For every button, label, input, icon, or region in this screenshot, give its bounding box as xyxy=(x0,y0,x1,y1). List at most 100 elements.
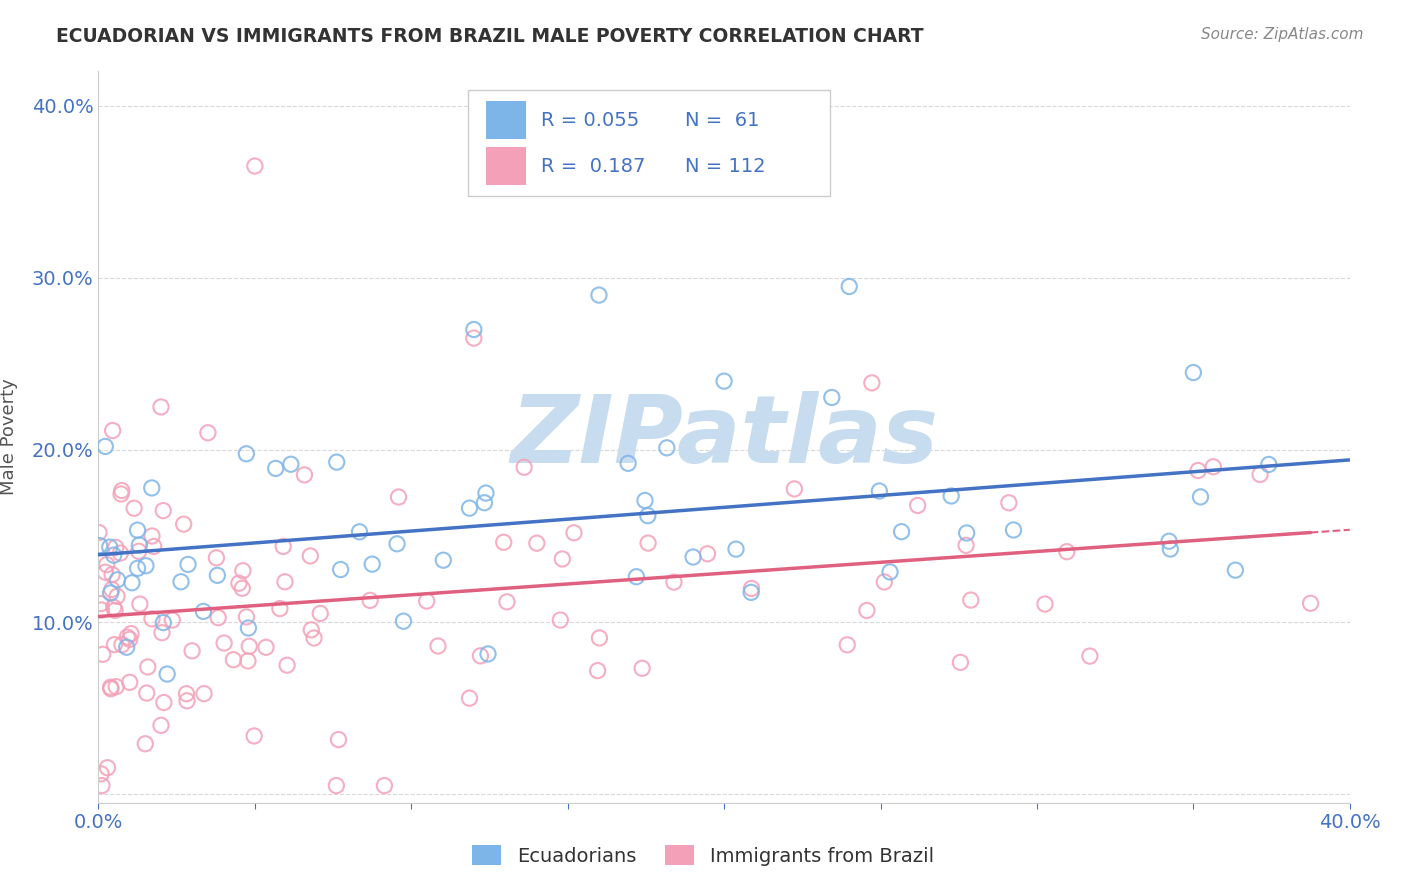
Point xyxy=(1189,490,1212,504)
Point xyxy=(150,718,173,732)
Point xyxy=(117,630,139,644)
Point xyxy=(299,623,322,637)
Point xyxy=(868,483,890,498)
Point xyxy=(105,590,128,604)
Point xyxy=(135,558,157,573)
Point xyxy=(94,565,117,579)
Point xyxy=(458,691,481,706)
Point xyxy=(696,547,718,561)
Point xyxy=(470,648,492,663)
Point xyxy=(637,536,659,550)
Point xyxy=(128,597,150,611)
Point xyxy=(949,656,972,670)
Point xyxy=(141,529,163,543)
Point xyxy=(274,574,297,589)
Point xyxy=(238,621,260,635)
Point xyxy=(90,597,112,611)
Point xyxy=(724,542,747,557)
Point xyxy=(373,779,395,793)
Point xyxy=(1033,597,1056,611)
Point xyxy=(1159,541,1181,556)
Point xyxy=(302,631,325,645)
Point xyxy=(492,535,515,549)
Point xyxy=(120,626,142,640)
Point xyxy=(89,539,111,553)
Point xyxy=(682,549,704,564)
Point xyxy=(879,565,901,579)
Point xyxy=(783,482,806,496)
Point xyxy=(122,501,145,516)
Bar xyxy=(486,102,526,139)
Point xyxy=(100,681,122,696)
Point xyxy=(890,524,912,539)
Point xyxy=(662,575,685,590)
Point xyxy=(280,457,302,471)
Point xyxy=(162,613,184,627)
Point xyxy=(136,660,159,674)
Point xyxy=(118,632,141,647)
Text: ZIPatlas: ZIPatlas xyxy=(510,391,938,483)
Point xyxy=(207,610,229,624)
Point xyxy=(197,425,219,440)
Point xyxy=(238,640,260,654)
Point xyxy=(111,638,134,652)
Point xyxy=(228,576,250,591)
Point xyxy=(128,544,150,558)
Point xyxy=(110,546,132,560)
Point xyxy=(740,585,762,599)
Point xyxy=(860,376,883,390)
Text: R =  0.187: R = 0.187 xyxy=(541,157,645,176)
Point xyxy=(349,524,371,539)
Point xyxy=(1002,523,1025,537)
Point xyxy=(100,586,122,600)
Point xyxy=(150,400,173,414)
Point xyxy=(361,557,384,571)
Point xyxy=(90,767,112,781)
Point xyxy=(838,279,860,293)
Point xyxy=(873,574,896,589)
Point xyxy=(959,593,981,607)
Point xyxy=(111,483,134,498)
Point xyxy=(90,779,112,793)
Point xyxy=(385,537,408,551)
Point xyxy=(101,582,124,597)
Point xyxy=(134,737,156,751)
Point xyxy=(212,636,235,650)
Point xyxy=(1187,463,1209,477)
Point xyxy=(173,517,195,532)
Point xyxy=(309,607,332,621)
Point xyxy=(477,647,499,661)
Point xyxy=(101,424,124,438)
Point xyxy=(271,540,294,554)
Point xyxy=(193,687,215,701)
Point xyxy=(110,487,132,501)
Point xyxy=(107,573,129,587)
Text: R = 0.055: R = 0.055 xyxy=(541,111,640,130)
Point xyxy=(586,664,609,678)
Point xyxy=(153,696,176,710)
Point xyxy=(127,523,149,537)
Point xyxy=(103,638,125,652)
Point xyxy=(496,595,519,609)
Point xyxy=(713,374,735,388)
Point xyxy=(269,601,291,615)
Point xyxy=(550,613,572,627)
Point xyxy=(513,460,536,475)
Point xyxy=(387,490,409,504)
Point xyxy=(94,439,117,453)
Point xyxy=(837,638,859,652)
Point xyxy=(526,536,548,550)
Point xyxy=(276,658,298,673)
Point xyxy=(177,558,200,572)
Point xyxy=(87,525,110,540)
Point xyxy=(121,575,143,590)
Point xyxy=(181,644,204,658)
Point xyxy=(392,614,415,628)
Point xyxy=(463,322,485,336)
Point xyxy=(463,331,485,345)
Point xyxy=(856,603,879,617)
Point xyxy=(118,675,141,690)
Point xyxy=(955,538,977,552)
Point xyxy=(1157,534,1180,549)
Text: ECUADORIAN VS IMMIGRANTS FROM BRAZIL MALE POVERTY CORRELATION CHART: ECUADORIAN VS IMMIGRANTS FROM BRAZIL MAL… xyxy=(56,27,924,45)
